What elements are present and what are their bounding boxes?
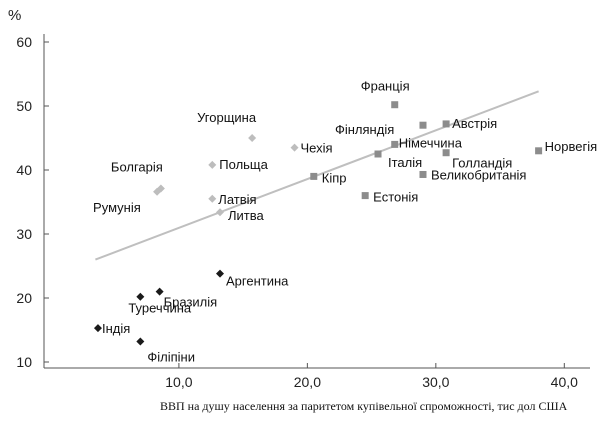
point-label: Литва	[228, 208, 265, 223]
point-label: Латвія	[218, 192, 256, 207]
point-label: Норвегія	[545, 139, 598, 154]
point-label: Австрія	[452, 116, 497, 131]
point-label: Угорщина	[197, 110, 257, 125]
point-label: Філіпіни	[147, 350, 195, 365]
data-point-diamond	[155, 287, 164, 296]
data-point-diamond	[208, 194, 217, 203]
x-axis-label: ВВП на душу населення за паритетом купів…	[160, 399, 568, 413]
y-tick-label: 40	[16, 162, 32, 178]
point-label: Румунія	[93, 200, 141, 215]
data-point-diamond	[208, 160, 217, 169]
data-point-diamond	[216, 208, 225, 217]
data-points	[93, 101, 543, 346]
x-tick-label: 10,0	[165, 374, 192, 390]
y-tick-label: 20	[16, 290, 32, 306]
data-point-diamond	[136, 337, 145, 346]
x-tick-label: 30,0	[422, 374, 449, 390]
data-point-square	[442, 149, 450, 157]
y-axis-label: %	[8, 7, 21, 24]
data-point-square	[391, 140, 399, 148]
point-label: Польща	[219, 157, 268, 172]
x-tick-label: 20,0	[294, 374, 321, 390]
data-point-diamond	[248, 134, 257, 142]
data-point-diamond	[290, 143, 299, 152]
y-tick-label: 30	[16, 226, 32, 242]
point-label: Туреччина	[128, 301, 192, 316]
data-point-square	[391, 101, 399, 109]
axes: 10 20 30 40 50 60 10,0 20,0 30,0 40,0	[16, 34, 590, 390]
data-point-square	[419, 121, 427, 129]
point-label: Кіпр	[322, 170, 347, 185]
y-tick-label: 50	[16, 98, 32, 114]
point-label: Великобританія	[431, 167, 526, 182]
data-point-square	[310, 172, 318, 180]
point-label: Голландія	[452, 156, 512, 171]
data-point-diamond	[136, 292, 145, 301]
data-point-square	[361, 192, 369, 200]
point-label: Італія	[388, 155, 422, 170]
x-tick-label: 40,0	[551, 374, 578, 390]
data-point-square	[535, 147, 543, 155]
data-point-square	[442, 120, 450, 128]
point-label: Болгарія	[111, 160, 163, 175]
y-tick-label: 10	[16, 354, 32, 370]
point-label: Франція	[361, 79, 410, 94]
point-label: Індія	[102, 321, 130, 336]
point-label: Бразилія	[164, 295, 218, 310]
point-label: Німеччина	[399, 135, 463, 150]
data-point-square	[419, 170, 427, 178]
data-point-diamond	[216, 269, 225, 278]
data-point-square	[374, 150, 382, 158]
point-label: Фінляндія	[335, 122, 394, 137]
y-tick-label: 60	[16, 34, 32, 50]
data-point-diamond	[93, 324, 102, 333]
point-label: Аргентина	[226, 274, 289, 289]
point-label: Естонія	[373, 190, 418, 205]
point-label: Чехія	[301, 141, 333, 156]
data-point-diamond	[156, 184, 165, 193]
